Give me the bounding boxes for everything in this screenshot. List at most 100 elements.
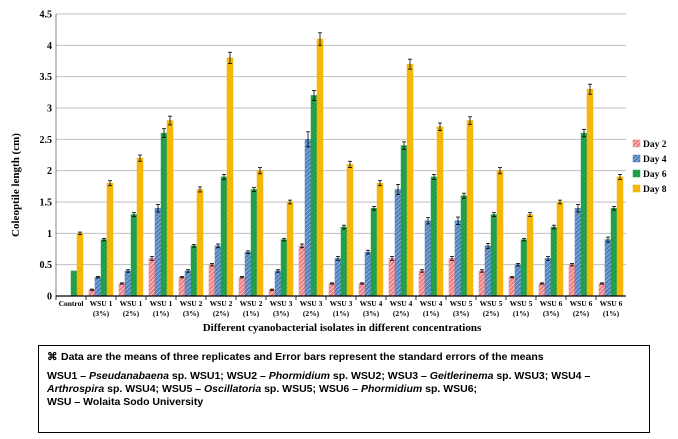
bar-day8-1 — [106, 182, 114, 297]
footnote-box: ⌘ Data are the means of three replicates … — [38, 345, 650, 433]
abbreviation-code: WSU3 – — [387, 370, 430, 382]
abbreviation-rest: sp. WSU6; — [422, 383, 478, 395]
y-tick-label: 0 — [47, 292, 52, 303]
bar-day4-3 — [154, 208, 162, 297]
bar-day4-9 — [334, 258, 342, 297]
x-tick-label: (1%) — [243, 309, 260, 318]
bar-day8-16 — [556, 201, 564, 297]
abbreviation-code: WSU2 – — [226, 370, 269, 382]
bar-day2-13 — [448, 258, 456, 297]
x-tick-label: (1%) — [153, 309, 170, 318]
abbreviation-genus: Pseudanabaena — [89, 370, 169, 382]
bar-day6-8 — [310, 95, 318, 297]
bar-day2-15 — [508, 276, 516, 297]
bar-day6-1 — [100, 239, 108, 297]
x-tick-label: (2%) — [573, 309, 590, 318]
bar-day4-17 — [574, 208, 582, 297]
footnote-symbol-icon: ⌘ — [47, 351, 58, 363]
bar-day2-17 — [568, 264, 576, 297]
bar-day4-14 — [484, 245, 492, 297]
bar-day4-7 — [274, 270, 282, 297]
x-axis-label: Different cyanobacterial isolates in dif… — [203, 322, 482, 334]
x-tick-label: Control — [59, 299, 84, 308]
x-tick-label: (2%) — [483, 309, 500, 318]
x-tick-label: WSU 6 — [540, 299, 563, 308]
axes — [55, 14, 626, 300]
y-tick-label: 3 — [47, 104, 52, 115]
x-tick-label: WSU 1 — [90, 299, 113, 308]
x-tick-label: (3%) — [93, 309, 110, 318]
bar-day6-11 — [400, 145, 408, 297]
y-tick-label: 2.5 — [40, 135, 53, 146]
x-tick-label: (3%) — [543, 309, 560, 318]
bar-day4-8 — [304, 139, 312, 297]
y-tick-label: 3.5 — [40, 72, 53, 83]
x-tick-label: (1%) — [603, 309, 620, 318]
x-tick-label: WSU 5 — [480, 299, 503, 308]
x-tick-label: WSU 1 — [120, 299, 143, 308]
x-tick-label: WSU 6 — [600, 299, 623, 308]
bar-day2-11 — [388, 258, 396, 297]
bar-day8-0 — [76, 233, 84, 297]
y-tick-label: 0.5 — [40, 260, 53, 271]
x-tick-label: WSU 2 — [240, 299, 263, 308]
x-tick-label: WSU 1 — [150, 299, 173, 308]
gridlines — [56, 13, 626, 266]
x-tick-label: (2%) — [123, 309, 140, 318]
bar-day8-17 — [586, 88, 594, 297]
bar-day8-2 — [136, 157, 144, 297]
abbreviation-code: WSU1 – — [47, 370, 90, 382]
abbreviation-genus: Phormidium — [360, 383, 423, 395]
bar-day6-15 — [520, 239, 528, 297]
bar-day2-14 — [478, 270, 486, 297]
bar-day6-16 — [550, 226, 558, 297]
abbreviation-genus: Oscillatoria — [203, 383, 262, 395]
bar-day8-18 — [616, 176, 624, 297]
abbreviation-genus: Arthrospira — [47, 383, 105, 395]
bar-day2-8 — [298, 245, 306, 297]
bar-day4-4 — [184, 270, 192, 297]
bar-day6-12 — [430, 176, 438, 297]
x-tick-label: WSU 2 — [210, 299, 233, 308]
bar-day4-13 — [454, 220, 462, 297]
legend-label: Day 6 — [643, 170, 667, 180]
bar-day8-12 — [436, 126, 444, 297]
legend-swatch-day2 — [632, 139, 641, 148]
bars-group — [70, 32, 624, 297]
bar-day6-18 — [610, 208, 618, 297]
x-tick-labels: Control WSU 1(3%)WSU 1(2%)WSU 1(1%)WSU 2(… — [59, 299, 623, 318]
bar-day6-10 — [370, 208, 378, 297]
abbreviation-rest: sp. WSU2; — [330, 370, 388, 382]
bar-day2-2 — [118, 283, 126, 297]
x-tick-label: WSU 4 — [420, 299, 443, 308]
footnote-statement-text: Data are the means of three replicates a… — [61, 351, 544, 363]
bar-day2-9 — [328, 283, 336, 297]
x-tick-label: WSU 2 — [180, 299, 203, 308]
y-tick-label: 2 — [47, 166, 52, 177]
legend: Day 2 Day 4 Day 6 Day 8 — [632, 139, 667, 195]
abbreviations-list: WSU1 – Pseudanabaena sp. WSU1; WSU2 – Ph… — [47, 370, 641, 396]
bar-day4-6 — [244, 251, 252, 297]
y-tick-label: 1.5 — [40, 198, 53, 209]
x-tick-label: WSU 6 — [570, 299, 593, 308]
bar-day2-3 — [148, 258, 156, 297]
x-tick-label: (2%) — [213, 309, 230, 318]
bar-day8-11 — [406, 63, 414, 297]
x-tick-label: (1%) — [333, 309, 350, 318]
bar-day2-18 — [598, 283, 606, 297]
bar-day8-6 — [256, 170, 264, 297]
y-tick-label: 1 — [47, 229, 52, 240]
x-tick-label: WSU 4 — [360, 299, 383, 308]
bar-day4-10 — [364, 251, 372, 297]
y-tick-label: 4 — [47, 41, 52, 52]
x-tick-label: (1%) — [423, 309, 440, 318]
y-tick-labels: 0 0.5 1 1.5 2 2.5 3 3.5 4 4.5 — [40, 10, 53, 303]
bar-day2-10 — [358, 283, 366, 297]
x-tick-label: WSU 5 — [510, 299, 533, 308]
bar-day8-5 — [226, 57, 234, 297]
legend-swatch-day6 — [632, 169, 641, 178]
bar-day8-8 — [316, 38, 324, 297]
bar-day4-2 — [124, 270, 132, 297]
y-tick-label: 4.5 — [40, 10, 53, 21]
bar-day2-12 — [418, 270, 426, 297]
